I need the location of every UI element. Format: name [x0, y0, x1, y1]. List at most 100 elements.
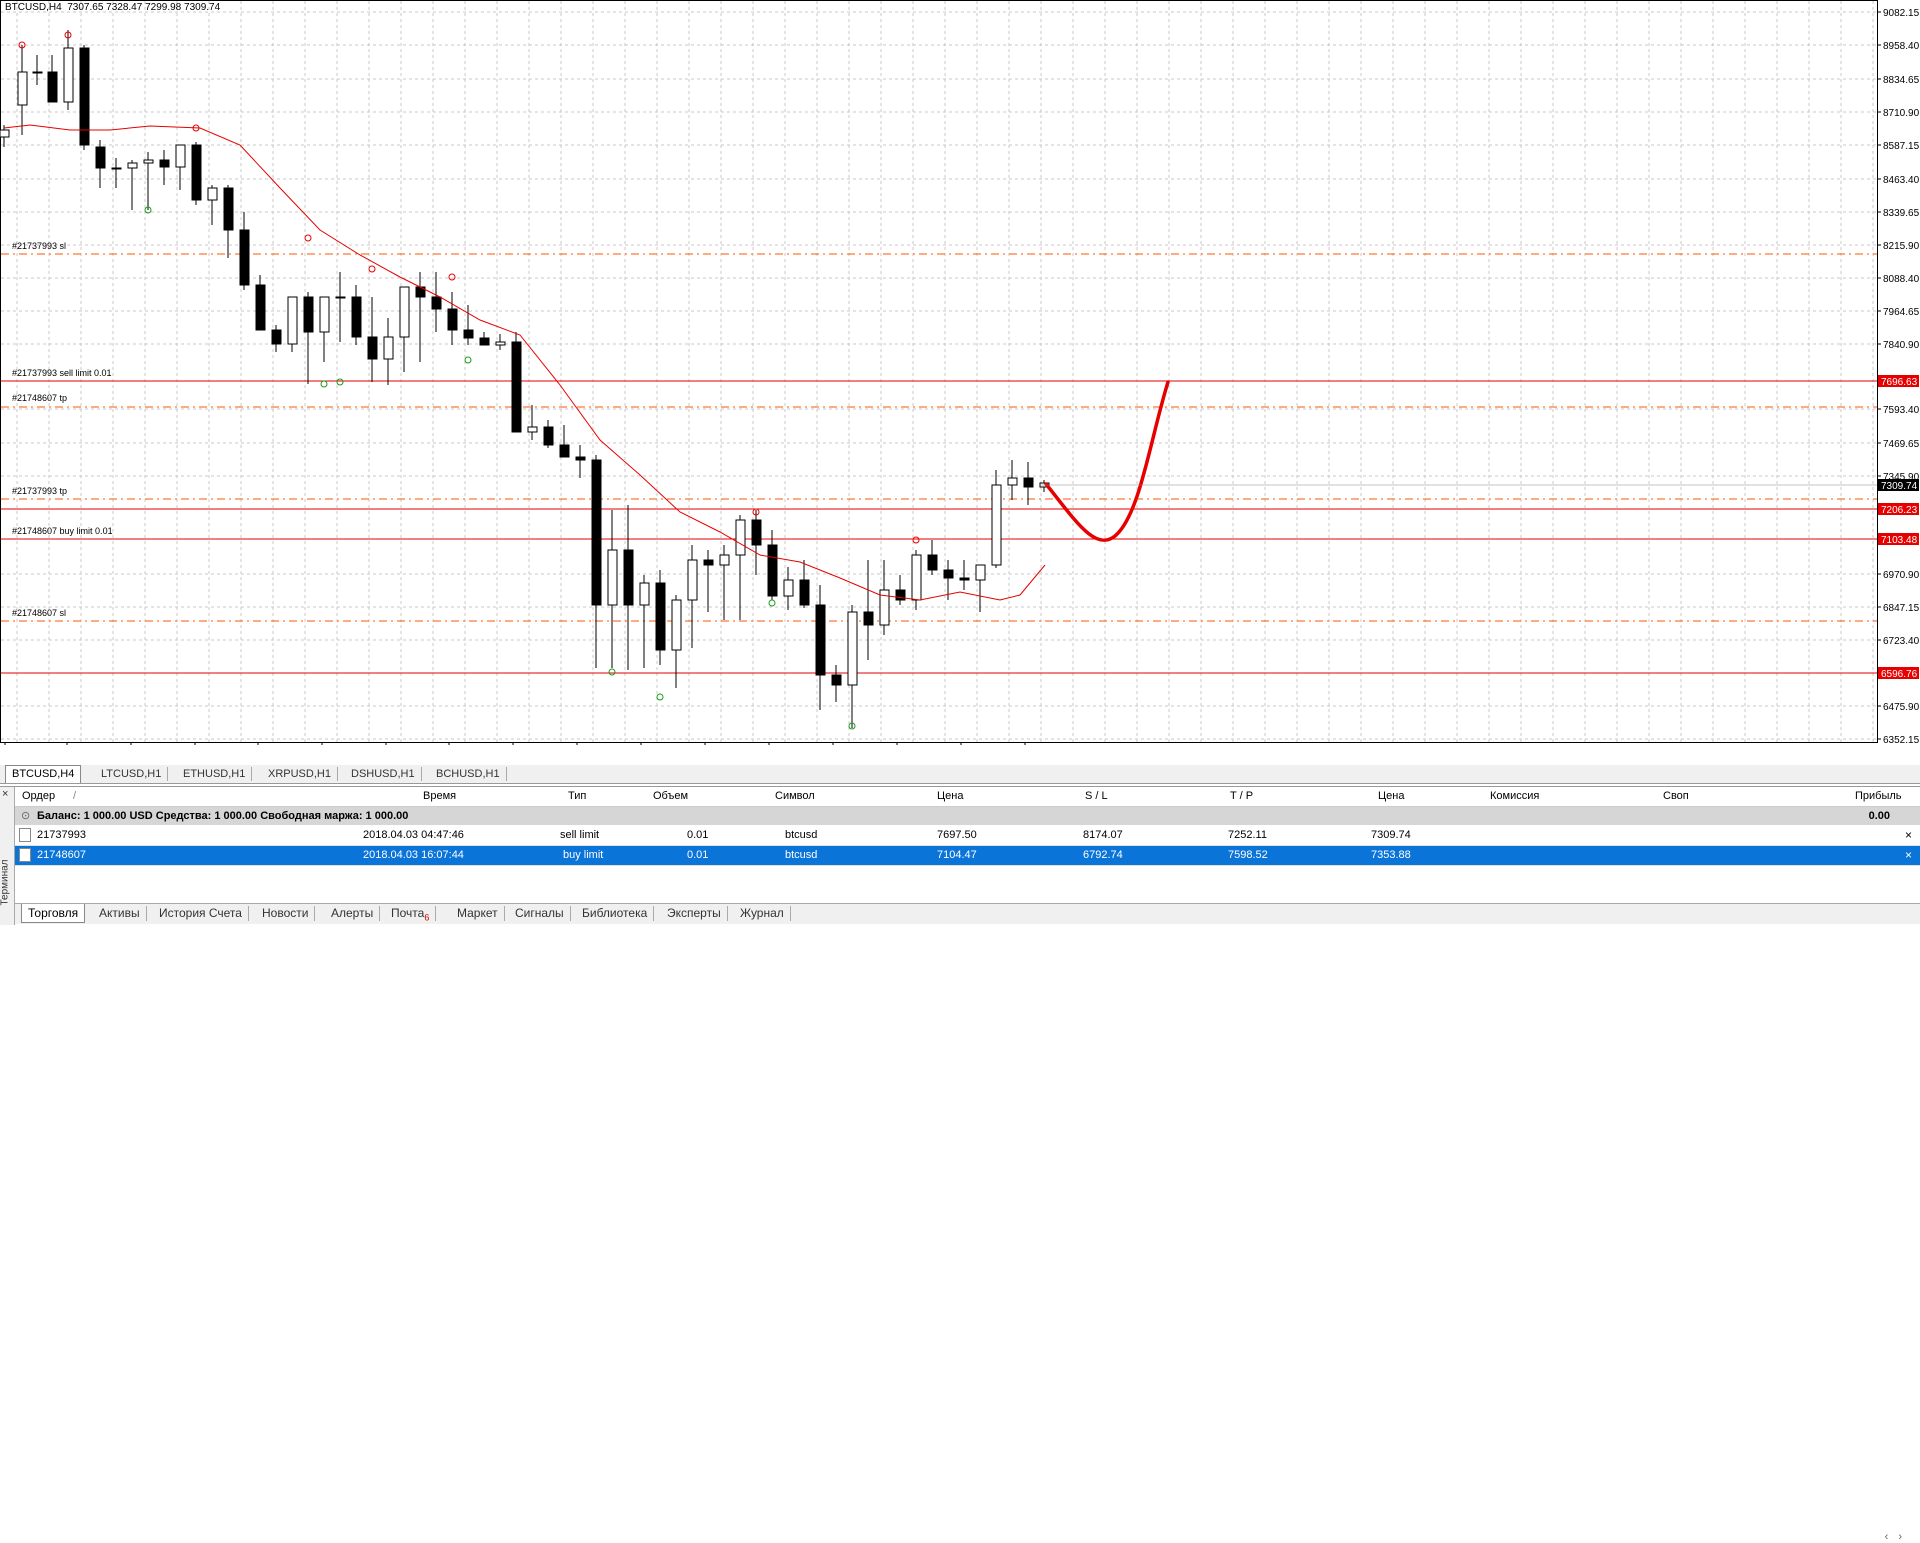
candle-body: [63, 47, 74, 103]
close-order-icon[interactable]: ×: [1904, 828, 1912, 842]
tab-mail[interactable]: Почта6: [385, 906, 437, 923]
candle-body: [911, 554, 922, 601]
price-tick-label: 6723.40: [1883, 636, 1920, 647]
price-chart[interactable]: 9082.15 8958.40 8834.65 8710.90 8587.15 8463.…: [0, 0, 1920, 745]
order-row-selected[interactable]: 21748607 2018.04.03 16:07:44 buy limit 0…: [15, 846, 1920, 866]
order-row[interactable]: 21737993 2018.04.03 04:47:46 sell limit …: [15, 826, 1920, 846]
chart-tab-btcusd-h4[interactable]: BTCUSD,H4: [5, 765, 82, 783]
tab-experts[interactable]: Эксперты: [661, 906, 728, 921]
candle-body: [367, 336, 378, 360]
order-line-label: #21748607 sl: [12, 608, 66, 618]
fractal-up-marker: [18, 41, 26, 49]
price-tag-box: [1878, 533, 1919, 545]
chart-tab-bchusd-h1[interactable]: BCHUSD,H1: [430, 767, 507, 781]
order-tp: 7598.52: [1228, 849, 1268, 861]
order-sl: 8174.07: [1083, 829, 1123, 841]
header-symbol[interactable]: Символ: [775, 790, 815, 802]
price-tick-label: 9082.15: [1883, 8, 1920, 19]
tab-account-history[interactable]: История Счета: [153, 906, 249, 921]
candle-body: [927, 554, 938, 571]
candle-body: [47, 71, 58, 103]
tab-library[interactable]: Библиотека: [576, 906, 655, 921]
price-tag-label: 7696.63: [1881, 377, 1918, 388]
header-time[interactable]: Время: [423, 790, 457, 802]
header-order[interactable]: Ордер: [22, 790, 56, 802]
order-symbol: btcusd: [785, 829, 818, 841]
balance-icon: ⊙: [21, 810, 31, 822]
tab-signals[interactable]: Сигналы: [509, 906, 571, 921]
order-price: 7697.50: [937, 829, 977, 841]
price-tick-label: 6475.90: [1883, 702, 1920, 713]
chart-tab-bar: BTCUSD,H4 LTCUSD,H1 ETHUSD,H1 XRPUSD,H1 …: [0, 765, 1920, 1543]
candle-body: [639, 582, 650, 606]
candle-body: [767, 544, 778, 597]
forecast-curve: [1044, 380, 1170, 542]
candle-body: [303, 296, 314, 333]
price-tag-label: 7206.23: [1881, 505, 1918, 516]
tab-assets[interactable]: Активы: [93, 906, 147, 921]
header-tp[interactable]: T / P: [1230, 790, 1254, 802]
header-sl[interactable]: S / L: [1085, 790, 1108, 802]
candle-body: [831, 674, 842, 686]
candle-body: [815, 604, 826, 676]
order-line-label: #21748607 buy limit 0.01: [12, 526, 113, 536]
candle-body: [543, 426, 554, 446]
tab-market[interactable]: Маркет: [451, 906, 505, 921]
fractal-up-marker: [304, 234, 312, 242]
order-id: 21748607: [37, 849, 86, 861]
chart-tab-dshusd-h1[interactable]: DSHUSD,H1: [345, 767, 422, 781]
candle-body: [32, 71, 43, 74]
order-price: 7104.47: [937, 849, 977, 861]
fractal-up-marker: [64, 31, 72, 39]
terminal-label: Терминал: [0, 859, 11, 906]
close-icon[interactable]: ×: [2, 788, 9, 800]
candle-body: [975, 564, 986, 581]
candle-body: [175, 144, 186, 168]
price-tag-box: [1878, 479, 1919, 491]
order-volume: 0.01: [687, 829, 709, 841]
header-profit[interactable]: Прибыль: [1855, 790, 1902, 802]
tab-alerts[interactable]: Алерты: [325, 906, 381, 921]
balance-row[interactable]: ⊙ Баланс: 1 000.00 USD Средства: 1 000.0…: [15, 807, 1920, 825]
chart-tab-xrpusd-h1[interactable]: XRPUSD,H1: [262, 767, 338, 781]
header-volume[interactable]: Объем: [653, 790, 689, 802]
sort-icon: /: [73, 790, 77, 802]
chart-tab-ltcusd-h1[interactable]: LTCUSD,H1: [95, 767, 169, 781]
chart-tab-ethusd-h1[interactable]: ETHUSD,H1: [177, 767, 253, 781]
plot-frame: [0, 0, 1878, 743]
candle-body: [879, 589, 890, 626]
moving-average-line: [3, 124, 1046, 601]
fractal-down-marker: [144, 206, 152, 214]
fractal-down-marker: [336, 378, 344, 386]
header-current-price[interactable]: Цена: [1378, 790, 1405, 802]
tab-news[interactable]: Новости: [256, 906, 316, 921]
price-tag-label: 7103.48: [1881, 535, 1918, 546]
order-line-label: #21748607 tp: [12, 393, 67, 403]
candle-body: [399, 286, 410, 338]
order-type: buy limit: [563, 849, 604, 861]
header-price[interactable]: Цена: [937, 790, 964, 802]
price-tag-box: [1878, 503, 1919, 515]
close-order-icon[interactable]: ×: [1904, 848, 1912, 862]
tab-scroll-arrows-icon[interactable]: ‹›: [1884, 1531, 1912, 1543]
candle-body: [79, 47, 90, 146]
chart-canvas[interactable]: 9082.15 8958.40 8834.65 8710.90 8587.15 8463.…: [0, 0, 1920, 745]
order-time: 2018.04.03 16:07:44: [363, 849, 464, 861]
fractal-down-marker: [464, 356, 472, 364]
candle-body: [959, 577, 970, 581]
candle-body: [207, 187, 218, 201]
header-type[interactable]: Тип: [568, 790, 587, 802]
fractal-down-marker: [768, 599, 776, 607]
header-swap[interactable]: Своп: [1663, 790, 1689, 802]
candle-body: [671, 599, 682, 651]
order-line-label: #21737993 tp: [12, 486, 67, 496]
tab-trade[interactable]: Торговля: [21, 904, 86, 923]
balance-profit: 0.00: [1868, 810, 1890, 822]
candle-body: [703, 559, 714, 566]
order-tp: 7252.11: [1228, 829, 1267, 841]
tab-journal[interactable]: Журнал: [734, 906, 791, 921]
order-volume: 0.01: [687, 849, 709, 861]
header-commission[interactable]: Комиссия: [1490, 790, 1540, 802]
mail-count-badge: 6: [424, 912, 430, 923]
candle-body: [287, 296, 298, 345]
